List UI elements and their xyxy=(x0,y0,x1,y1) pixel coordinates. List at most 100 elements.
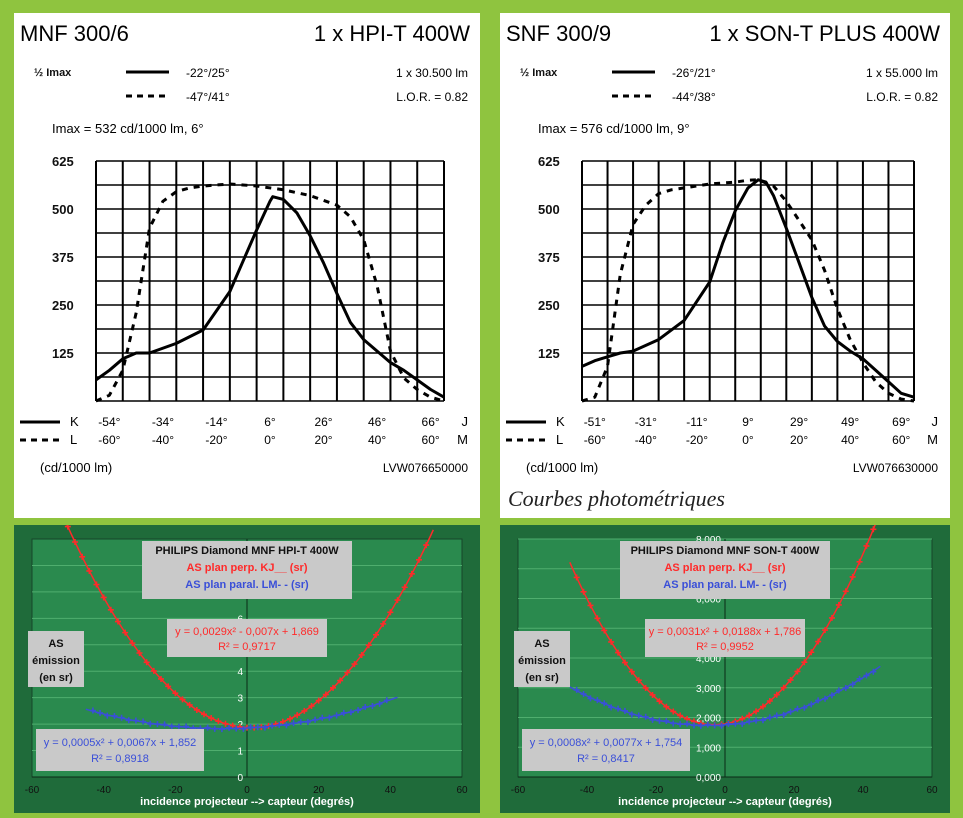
l-tick-label: 40° xyxy=(841,433,859,447)
red-marker xyxy=(642,684,649,691)
caption: Courbes photométriques xyxy=(508,486,725,511)
red-marker xyxy=(787,676,794,683)
red-marker xyxy=(193,706,200,713)
blue-marker xyxy=(175,723,182,730)
y-tick-label: 250 xyxy=(52,298,74,313)
red-marker xyxy=(635,677,642,684)
as-chart-panel-2: 0,0001,0002,0003,0004,0005,0006,0007,000… xyxy=(500,511,950,813)
k-tick-label: 29° xyxy=(790,415,808,429)
k-tick-label: 46° xyxy=(368,415,386,429)
red-marker xyxy=(677,712,684,719)
k-tick-label: -34° xyxy=(152,415,174,429)
red-marker xyxy=(601,627,608,634)
red-marker xyxy=(766,698,773,705)
blue-marker xyxy=(870,668,877,675)
y-tick-label: 0,000 xyxy=(696,773,721,784)
red-marker xyxy=(870,526,877,533)
red-marker xyxy=(842,588,849,595)
red-marker xyxy=(649,691,656,698)
red-marker xyxy=(158,675,164,682)
k-tick-label: 66° xyxy=(422,415,440,429)
side-label: AS xyxy=(48,638,63,650)
blue-marker xyxy=(684,720,691,727)
l-tick-label: 0° xyxy=(742,433,754,447)
red-marker xyxy=(801,659,808,666)
red-marker xyxy=(387,609,394,616)
y-tick-label: 4 xyxy=(237,667,243,678)
blue-marker xyxy=(118,714,125,721)
blue-marker xyxy=(656,717,663,724)
red-marker xyxy=(828,614,835,621)
blue-marker xyxy=(362,703,369,710)
blue-marker xyxy=(89,707,96,714)
y-tick-label: 625 xyxy=(538,154,560,169)
lamp-title: 1 x SON-T PLUS 400W xyxy=(709,21,940,46)
red-marker xyxy=(215,718,222,725)
blue-marker xyxy=(254,724,261,731)
blue-marker xyxy=(670,720,677,727)
l-tick-label: 60° xyxy=(422,433,440,447)
blue-marker xyxy=(304,718,311,725)
blue-marker xyxy=(111,712,118,719)
red-marker xyxy=(279,718,286,725)
red-equation: y = 0,0031x² + 0,0188x + 1,786 xyxy=(649,626,802,638)
red-marker xyxy=(86,567,93,574)
x-tick-label: -40 xyxy=(580,785,595,796)
blue-marker xyxy=(621,707,628,714)
blue-marker xyxy=(635,712,642,719)
l-tick-label: -40° xyxy=(635,433,657,447)
red-marker xyxy=(136,650,143,657)
blue-marker xyxy=(125,717,132,724)
red-marker xyxy=(165,683,172,690)
k-tick-label: 69° xyxy=(892,415,910,429)
photometric-panel-2: SNF 300/9 1 x SON-T PLUS 400W ½ Imax -26°/2… xyxy=(500,13,950,518)
blue-marker xyxy=(240,725,247,732)
red-marker xyxy=(815,638,822,645)
red-r2: R² = 0,9952 xyxy=(696,641,754,653)
l-tick-label: 60° xyxy=(892,433,910,447)
red-marker xyxy=(670,708,677,715)
red-marker xyxy=(115,618,121,625)
blue-marker xyxy=(718,722,725,729)
red-marker xyxy=(64,523,71,530)
red-equation-box xyxy=(645,619,805,657)
blue-marker xyxy=(642,713,649,720)
side-label-box xyxy=(514,631,570,687)
blue-marker xyxy=(808,701,815,708)
red-marker xyxy=(322,691,329,698)
blue-marker xyxy=(168,723,175,730)
side-label: émission xyxy=(32,655,80,667)
blue-marker xyxy=(697,722,704,729)
red-marker xyxy=(373,631,379,638)
x-tick-label: -20 xyxy=(168,785,183,796)
half-imax-label: ½ Imax xyxy=(520,67,558,79)
blue-marker xyxy=(347,709,354,716)
blue-marker xyxy=(690,722,697,729)
blue-marker xyxy=(711,722,718,729)
model-title: MNF 300/6 xyxy=(20,21,129,46)
lor-label: L.O.R. = 0.82 xyxy=(866,90,938,104)
blue-marker xyxy=(725,720,732,727)
red-marker xyxy=(739,715,746,722)
blue-marker xyxy=(835,687,842,694)
l-prefix: L xyxy=(556,432,563,447)
flux-label: 1 x 30.500 lm xyxy=(396,66,468,80)
y-tick-label: 3 xyxy=(237,694,243,705)
blue-marker xyxy=(753,717,760,724)
red-marker xyxy=(287,715,293,722)
x-tick-label: -20 xyxy=(649,785,664,796)
red-marker xyxy=(100,594,107,601)
blue-marker xyxy=(663,717,670,724)
blue-r2: R² = 0,8417 xyxy=(577,753,635,765)
l-tick-label: 40° xyxy=(368,433,386,447)
blue-marker xyxy=(247,724,254,731)
blue-marker xyxy=(283,722,290,729)
red-marker xyxy=(122,629,129,636)
end-top-label: J xyxy=(932,414,939,429)
as-emission-chart-2: 0,0001,0002,0003,0004,0005,0006,0007,000… xyxy=(511,511,938,808)
red-marker xyxy=(608,638,615,645)
legend-paral: AS plan paral. LM- - (sr) xyxy=(663,579,787,591)
red-marker xyxy=(107,606,114,613)
red-marker xyxy=(222,720,229,727)
red-marker xyxy=(580,588,587,595)
